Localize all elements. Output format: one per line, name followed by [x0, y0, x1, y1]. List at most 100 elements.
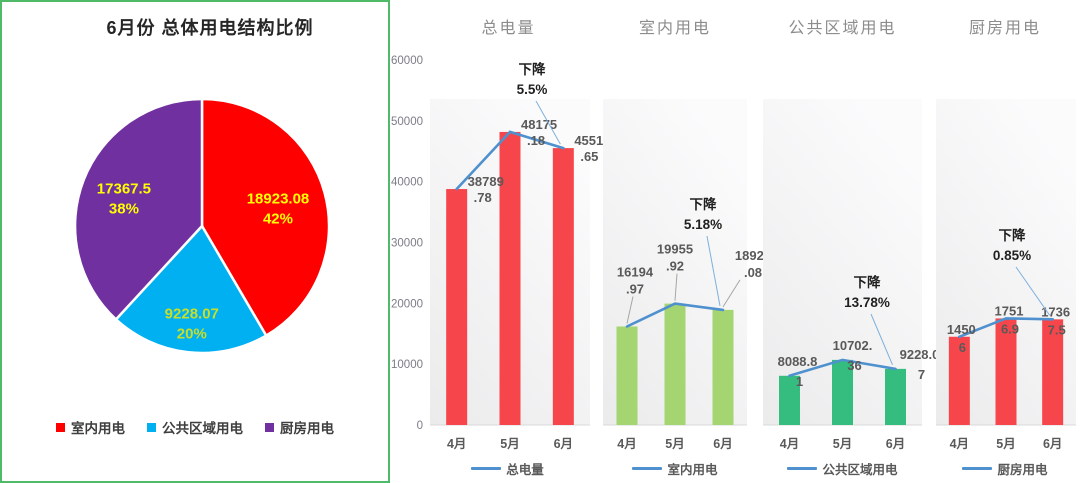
bar-6月[interactable] [885, 368, 906, 425]
y-tick-label: 20000 [391, 298, 423, 310]
bar-4月[interactable] [616, 326, 638, 425]
decrease-annotation: 下降 5.5% [517, 61, 548, 97]
data-label: 48175.18 [521, 117, 557, 148]
chart-panel-室内用电: 室内用电 16194.97 19955.92 18923.08 下降 5.18% 4月 5月 6… [595, 0, 771, 483]
annotation-leader-line [706, 235, 721, 306]
data-label: 1450 6 [947, 322, 976, 355]
chart-legend[interactable]: 厨房用电 [930, 454, 1080, 482]
pie-title: 6月份 总体用电结构比例 [106, 18, 314, 38]
trend-line[interactable] [957, 317, 1054, 339]
data-label: 16194.97 [617, 264, 654, 296]
legend-line-icon [962, 466, 993, 470]
chart-title: 厨房用电 [968, 20, 1041, 37]
pie-slice-label: 18923.08 42% [247, 190, 310, 227]
x-tick-label-5月: 5月 [833, 437, 852, 451]
legend-line-icon [471, 466, 502, 470]
bar-chart-总电量[interactable]: 60000 50000 40000 30000 20000 10000 0 38789.78 4… [390, 44, 610, 454]
pie-chart-panel: 6月份 总体用电结构比例 18923.08 42% 9228.07 20% 17367.… [0, 0, 390, 483]
legend-label: 室内用电 [71, 421, 125, 436]
bar-5月[interactable] [995, 318, 1017, 425]
chart-panel-公共区域用电: 公共区域用电 8088.8 1 10702. 36 9228.0 7 下降 13.78% 4月 5月… [755, 0, 939, 483]
chart-title: 公共区域用电 [788, 20, 897, 37]
bar-5月[interactable] [832, 359, 853, 425]
bar-5月[interactable] [664, 303, 686, 425]
x-tick-label-4月: 4月 [447, 437, 466, 451]
chart-panel-厨房用电: 厨房用电 1450 6 1751 6.9 1736 7.5 下降 0.85% 4月 5月 6月 厨房用电 [930, 0, 1080, 483]
label-leader-line [626, 296, 634, 324]
bar-6月[interactable] [552, 148, 574, 425]
bar-5月[interactable] [499, 131, 521, 425]
bar-chart-厨房用电[interactable]: 1450 6 1751 6.9 1736 7.5 下降 0.85% 4月 5月 6月 [930, 44, 1080, 454]
x-tick-label-4月: 4月 [617, 437, 636, 451]
chart-legend[interactable]: 总电量 [390, 454, 595, 482]
pie-legend-item-厨房用电[interactable]: 厨房用电 [265, 417, 334, 437]
bar-6月[interactable] [1042, 319, 1064, 425]
annotation-leader-line [535, 100, 561, 145]
decrease-annotation: 下降 13.78% [844, 274, 890, 310]
legend-swatch-icon [147, 422, 156, 432]
y-tick-label: 50000 [391, 116, 423, 128]
pie-slice-厨房用电[interactable] [73, 97, 204, 321]
x-tick-label-6月: 6月 [713, 437, 732, 451]
legend-label: 公共区域用电 [822, 462, 898, 477]
decrease-annotation: 下降 5.18% [684, 196, 722, 232]
legend-swatch-icon [265, 422, 274, 432]
data-label: 45518.65 [574, 133, 610, 164]
legend-label: 厨房用电 [997, 462, 1048, 477]
trend-line[interactable] [788, 358, 897, 378]
y-tick-label: 60000 [391, 55, 423, 67]
chart-title: 室内用电 [638, 20, 711, 37]
label-leader-line [722, 279, 741, 308]
pie-slice-公共区域用电[interactable] [114, 224, 268, 355]
annotation-leader-line [870, 313, 893, 366]
trend-line[interactable] [625, 302, 725, 328]
x-tick-label-6月: 6月 [554, 437, 573, 451]
legend-label: 总电量 [506, 462, 544, 477]
pie-legend-item-公共区域用电[interactable]: 公共区域用电 [147, 417, 243, 437]
x-tick-label-6月: 6月 [886, 437, 905, 451]
data-label: 38789.78 [468, 174, 504, 205]
label-leader-line [674, 273, 678, 301]
legend-line-icon [632, 466, 663, 470]
bar-6月[interactable] [712, 309, 734, 425]
data-label: 19955.92 [657, 242, 693, 274]
y-tick-label: 30000 [391, 238, 423, 250]
legend-label: 公共区域用电 [162, 421, 243, 436]
legend-line-icon [787, 466, 818, 470]
pie-legend-item-室内用电[interactable]: 室内用电 [56, 417, 125, 437]
x-tick-label-6月: 6月 [1043, 437, 1062, 451]
bar-chart-公共区域用电[interactable]: 8088.8 1 10702. 36 9228.0 7 下降 13.78% 4月 5月 6月 [755, 44, 939, 454]
data-label: 8088.8 1 [778, 354, 818, 389]
legend-swatch-icon [56, 422, 65, 432]
pie-chart[interactable]: 18923.08 42% 9228.07 20% 17367.5 38% [2, 40, 388, 410]
x-tick-label-4月: 4月 [950, 437, 969, 451]
y-tick-label: 0 [417, 420, 423, 432]
y-tick-label: 40000 [391, 177, 423, 189]
bar-charts-area: 总电量 60000 50000 40000 30000 20000 10000 0 38789.… [390, 0, 1080, 483]
pie-legend: 室内用电 公共区域用电 厨房用电 [56, 410, 334, 444]
x-tick-label-5月: 5月 [665, 437, 684, 451]
pie-slice-室内用电[interactable] [200, 97, 331, 337]
x-tick-label-4月: 4月 [780, 437, 799, 451]
bar-4月[interactable] [779, 375, 800, 425]
chart-title: 总电量 [481, 20, 536, 37]
data-label: 1751 6.9 [995, 303, 1024, 336]
bar-4月[interactable] [446, 189, 468, 425]
x-tick-label-5月: 5月 [996, 437, 1015, 451]
legend-label: 厨房用电 [280, 421, 334, 436]
legend-label: 室内用电 [667, 462, 718, 477]
chart-legend[interactable]: 公共区域用电 [755, 454, 930, 482]
chart-legend[interactable]: 室内用电 [595, 454, 755, 482]
data-label: 9228.0 7 [900, 347, 940, 382]
trend-line[interactable] [455, 130, 565, 191]
data-label: 18923.08 [735, 248, 771, 280]
pie-slice-label: 17367.5 38% [97, 181, 151, 218]
pie-slice-label: 9228.07 20% [165, 306, 219, 343]
data-label: 10702. 36 [833, 338, 873, 373]
x-tick-label-5月: 5月 [500, 437, 519, 451]
bar-4月[interactable] [948, 336, 970, 425]
chart-panel-总电量: 总电量 60000 50000 40000 30000 20000 10000 0 38789.… [390, 0, 610, 483]
decrease-annotation: 下降 0.85% [993, 227, 1031, 263]
